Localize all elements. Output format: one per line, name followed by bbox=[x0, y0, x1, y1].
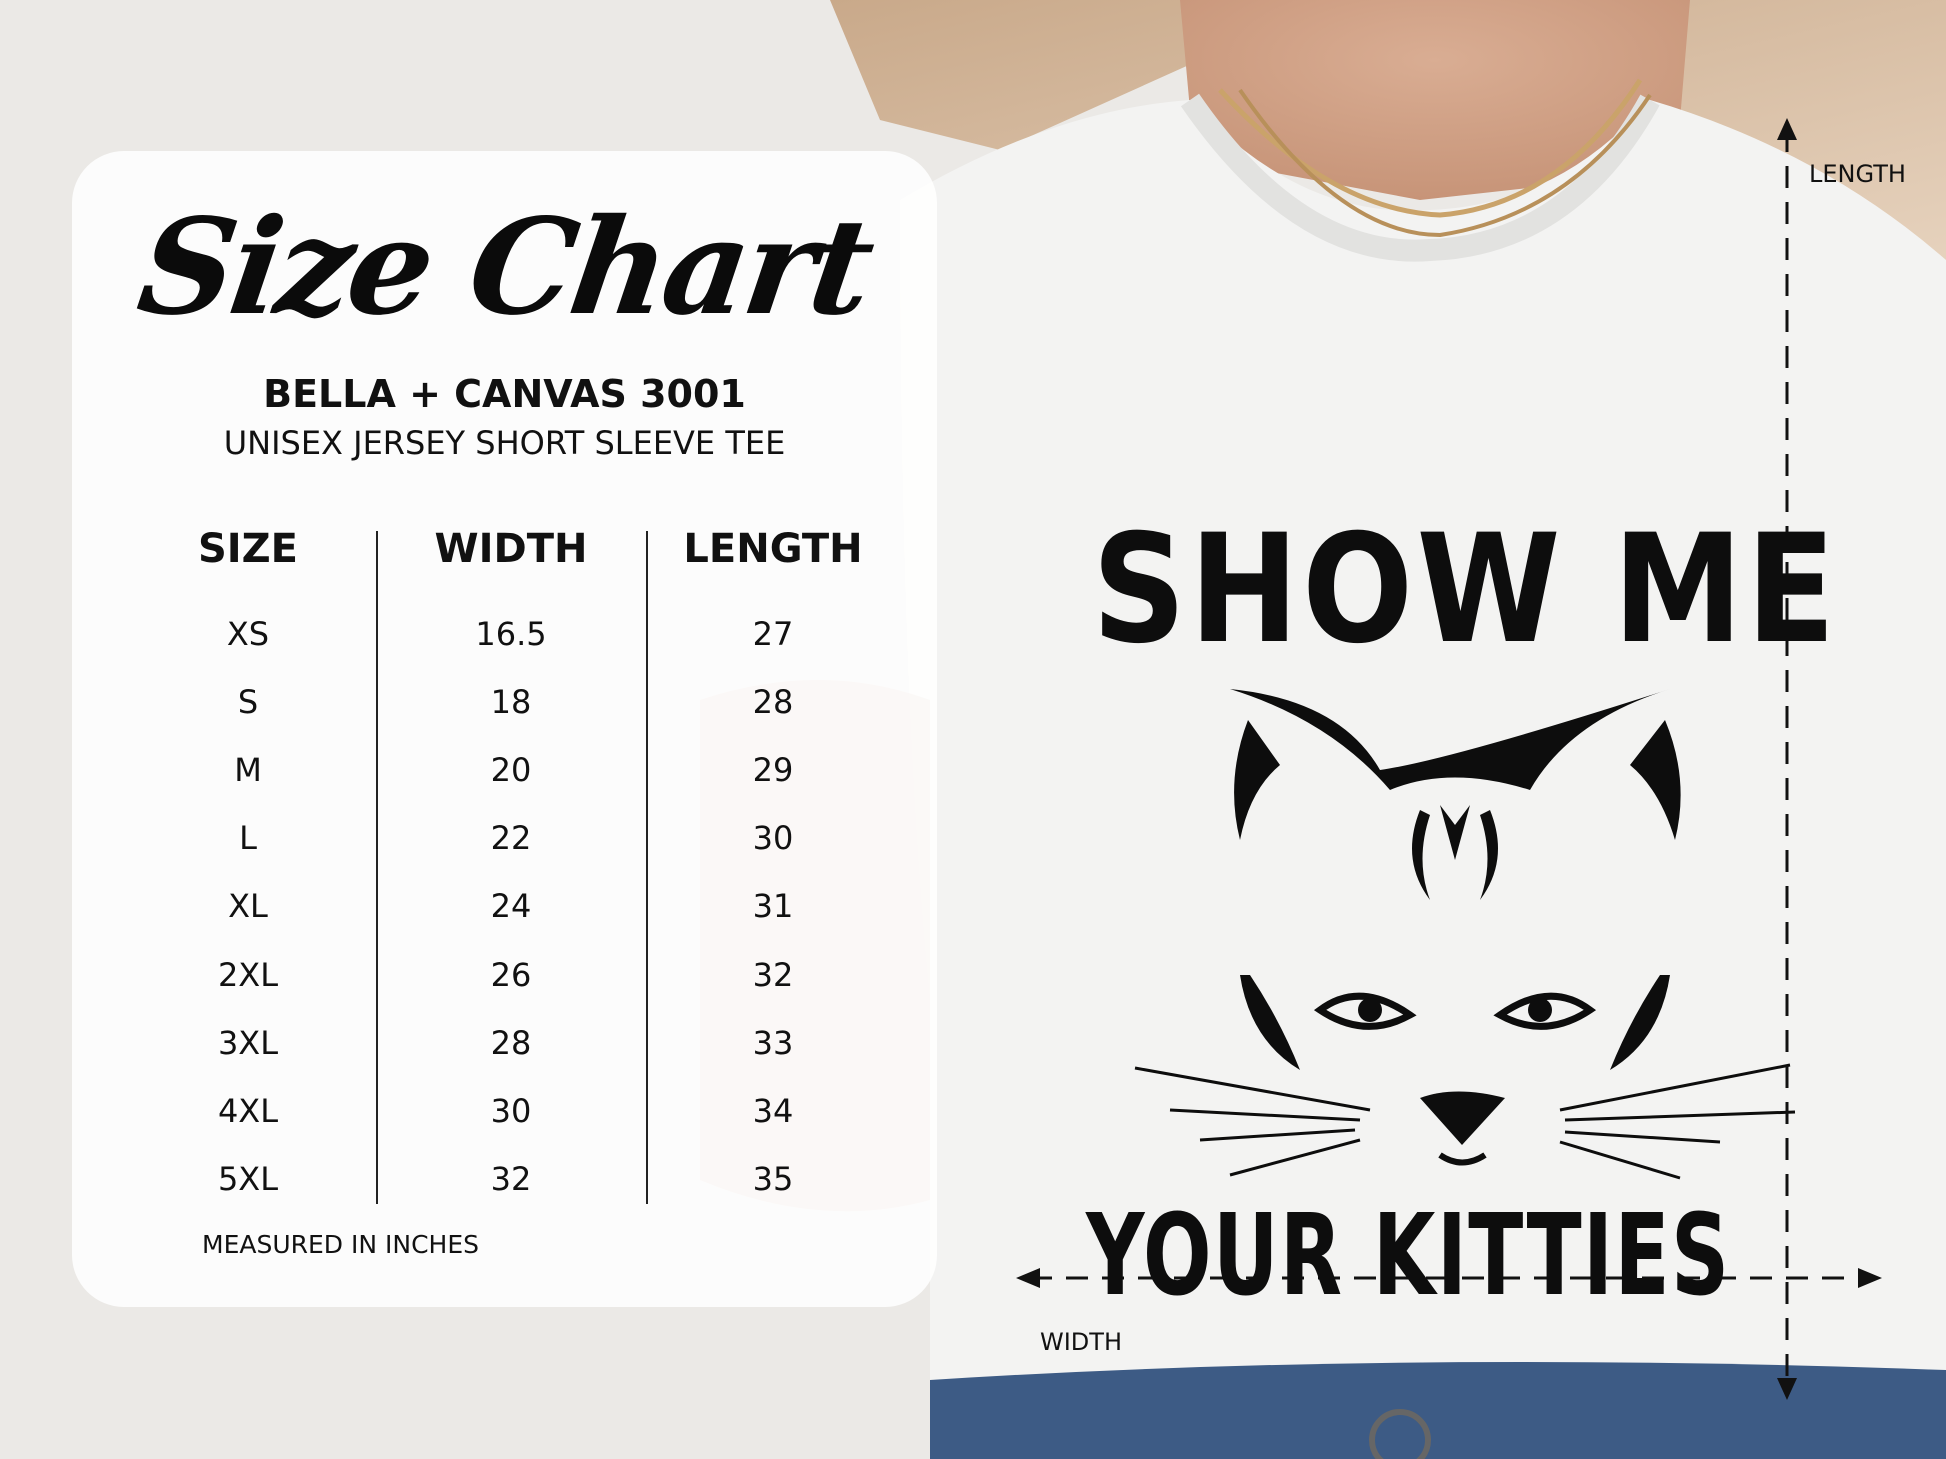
size-cell: XL bbox=[228, 887, 268, 926]
size-cell: S bbox=[237, 683, 259, 722]
length-label: LENGTH bbox=[1809, 160, 1906, 188]
width-cell: 26 bbox=[490, 955, 532, 994]
length-cell: 28 bbox=[752, 683, 794, 722]
width-cell: 22 bbox=[490, 819, 532, 858]
width-cell: 24 bbox=[490, 887, 532, 926]
size-chart-title: Size Chart bbox=[129, 190, 880, 345]
width-arrow bbox=[1016, 1268, 1882, 1288]
length-cell: 27 bbox=[752, 615, 794, 653]
shirt-print-line2: YOUR KITTIES bbox=[1086, 1191, 1731, 1321]
width-cell: 28 bbox=[490, 1023, 532, 1062]
size-cell: M bbox=[234, 751, 262, 790]
length-cell: 29 bbox=[752, 751, 794, 790]
column-divider bbox=[376, 531, 378, 1204]
length-arrow bbox=[1777, 118, 1797, 1400]
size-cell: XS bbox=[226, 615, 270, 653]
width-cell: 30 bbox=[490, 1091, 532, 1130]
column-header-size: SIZE bbox=[197, 526, 299, 572]
width-label: WIDTH bbox=[1040, 1328, 1122, 1356]
width-cell: 32 bbox=[490, 1159, 532, 1198]
column-header-length: LENGTH bbox=[683, 526, 863, 572]
length-cell: 34 bbox=[752, 1091, 794, 1130]
length-cell: 32 bbox=[752, 955, 794, 994]
brand-model: BELLA + CANVAS 3001 bbox=[263, 372, 746, 416]
width-cell: 16.5 bbox=[475, 615, 547, 653]
column-header-width: WIDTH bbox=[434, 526, 588, 572]
length-cell: 31 bbox=[752, 887, 794, 926]
measurement-note: MEASURED IN INCHES bbox=[202, 1230, 480, 1259]
length-cell: 35 bbox=[752, 1159, 794, 1198]
cat-face-graphic bbox=[1134, 689, 1796, 1180]
column-divider bbox=[646, 531, 648, 1204]
size-cell: 3XL bbox=[217, 1023, 279, 1062]
size-cell: L bbox=[239, 819, 257, 858]
size-cell: 4XL bbox=[217, 1091, 279, 1130]
length-cell: 33 bbox=[752, 1023, 794, 1062]
product-name: UNISEX JERSEY SHORT SLEEVE TEE bbox=[223, 424, 786, 462]
size-cell: 2XL bbox=[217, 955, 279, 994]
width-cell: 20 bbox=[490, 751, 532, 790]
size-chart-card bbox=[72, 151, 937, 1307]
size-cell: 5XL bbox=[217, 1159, 279, 1198]
width-cell: 18 bbox=[490, 683, 532, 722]
length-cell: 30 bbox=[752, 819, 794, 858]
shirt-print-line1: SHOW ME bbox=[1092, 503, 1839, 677]
